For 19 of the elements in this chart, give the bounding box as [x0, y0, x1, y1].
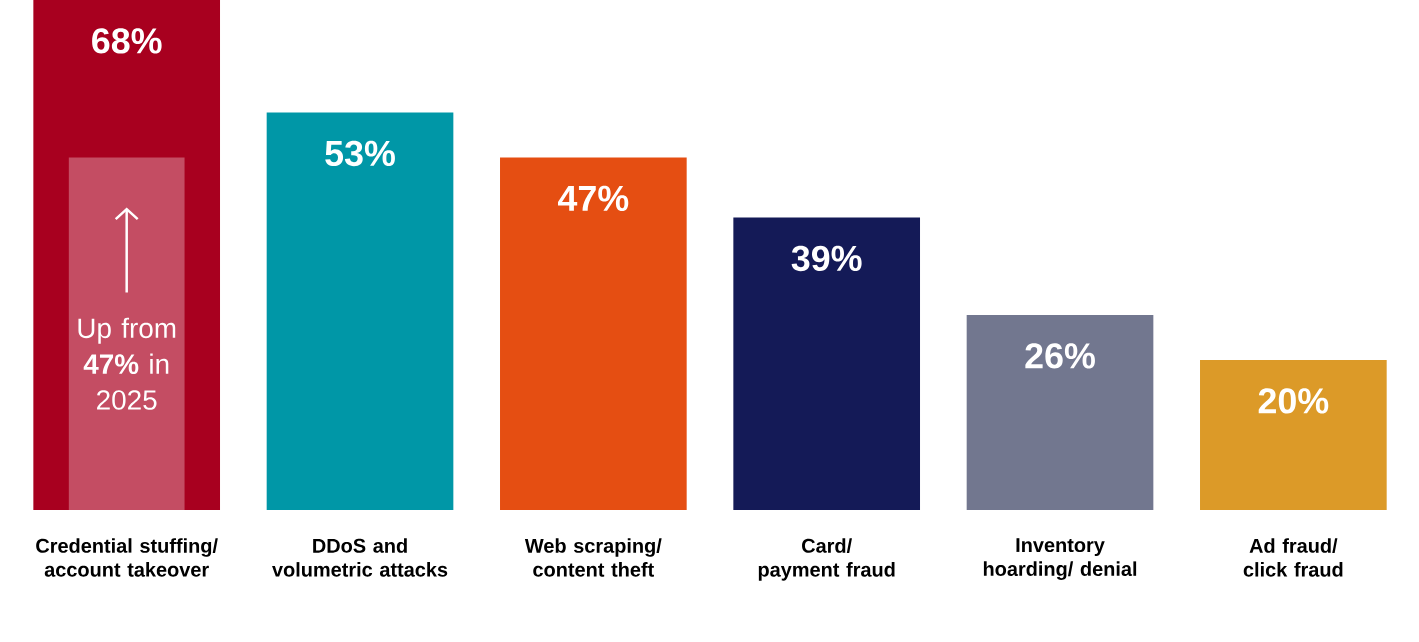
data-label: 53%	[325, 140, 395, 167]
data-label: 68%	[92, 28, 162, 54]
x-tick-label: DDoS and volumetric attacks	[272, 538, 448, 577]
bar	[966, 314, 1154, 510]
x-tick-label: Credential stuffing/ account takeover	[36, 538, 218, 577]
x-tick-label: Inventory hoarding/ denial	[983, 538, 1137, 581]
data-label: 39%	[791, 245, 862, 272]
x-tick-label: Ad fraud/ click fraud	[1243, 538, 1343, 577]
bar	[733, 217, 921, 510]
bar	[1200, 359, 1387, 510]
x-tick-label: Card/ payment fraud	[758, 538, 895, 581]
bar	[266, 112, 454, 510]
data-label: 26%	[1025, 343, 1095, 369]
data-label: 20%	[1258, 388, 1329, 414]
bar	[500, 157, 687, 510]
data-label: Up from 47% in 2025	[78, 317, 176, 410]
data-label: 47%	[558, 185, 629, 211]
x-tick-label: Web scraping/ content theft	[524, 538, 662, 577]
bar	[68, 157, 185, 510]
